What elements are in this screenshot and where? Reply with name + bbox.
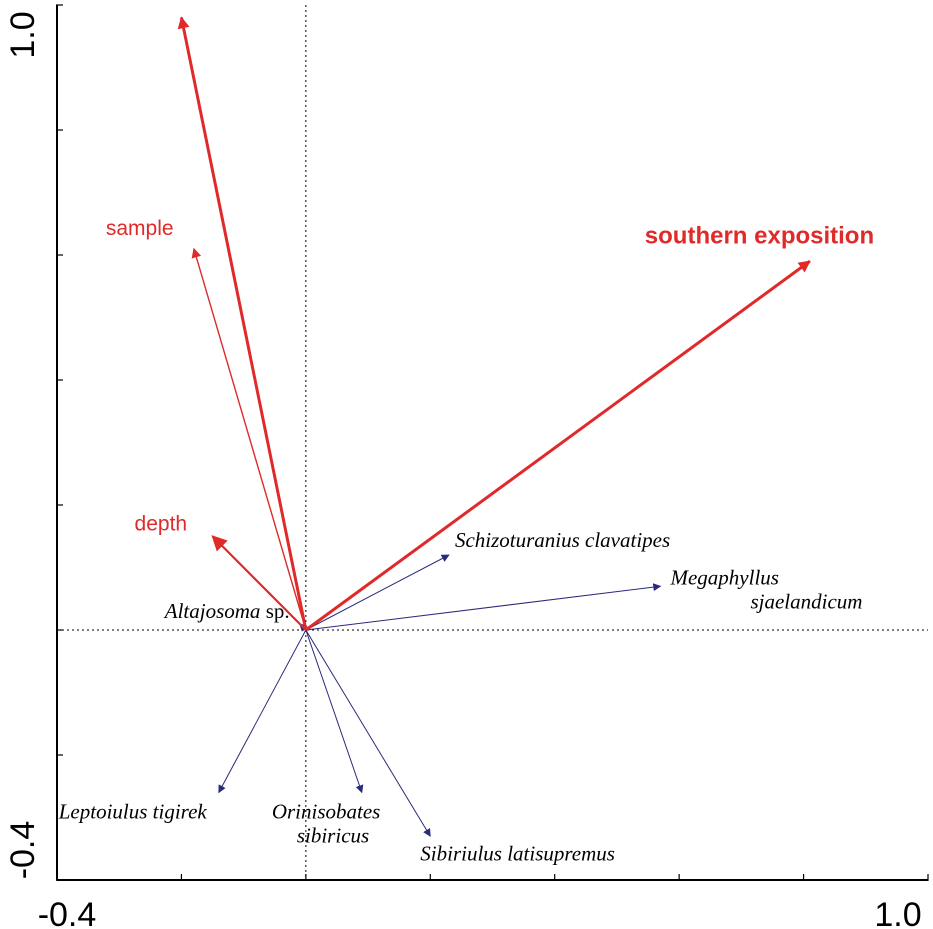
species-label-sibiriulus-latisupremus: Sibiriulus latisupremus <box>420 841 615 865</box>
x-tick-label-min: -0.4 <box>38 896 97 929</box>
species-label-megaphyllus-sjaelandicum: Megaphyllus sjaelandicum <box>669 565 862 613</box>
species-label-leptoiulus-tigirek: Leptoiulus tigirek <box>58 800 208 824</box>
env-arrow-depth <box>211 535 307 631</box>
env-arrow-sample <box>191 247 307 631</box>
env-arrow-southern-exposition <box>304 260 811 632</box>
env-label-southern-exposition: southern exposition <box>645 222 874 249</box>
x-tick-label-max: 1.0 <box>874 896 921 929</box>
species-arrow-schizoturanius-clavatipes <box>305 554 450 631</box>
species-label-orinisobates-sibiricus: Orinisobates sibiricus <box>272 800 381 848</box>
species-arrow-orinisobates-sibiricus <box>305 629 364 794</box>
species-arrow-sibiriulus-latisupremus <box>305 629 431 837</box>
species-arrow-leptoiulus-tigirek <box>218 629 307 794</box>
y-tick-label-max: 1.0 <box>4 11 42 58</box>
species-arrow-megaphyllus-sjaelandicum <box>305 583 662 631</box>
vector-labels: Schizoturanius clavatipes Megaphyllus sjae… <box>58 217 874 866</box>
y-tick-label-min: -0.4 <box>4 821 42 880</box>
environment-vectors <box>177 16 811 632</box>
env-label-depth: depth <box>135 512 188 535</box>
env-label-sample: sample <box>106 217 174 240</box>
species-label-schizoturanius-clavatipes: Schizoturanius clavatipes <box>455 528 670 552</box>
species-label-altajosoma-sp: Altajosoma sp. <box>163 599 290 623</box>
species-vectors <box>218 554 662 837</box>
env-arrow-month <box>177 16 308 631</box>
